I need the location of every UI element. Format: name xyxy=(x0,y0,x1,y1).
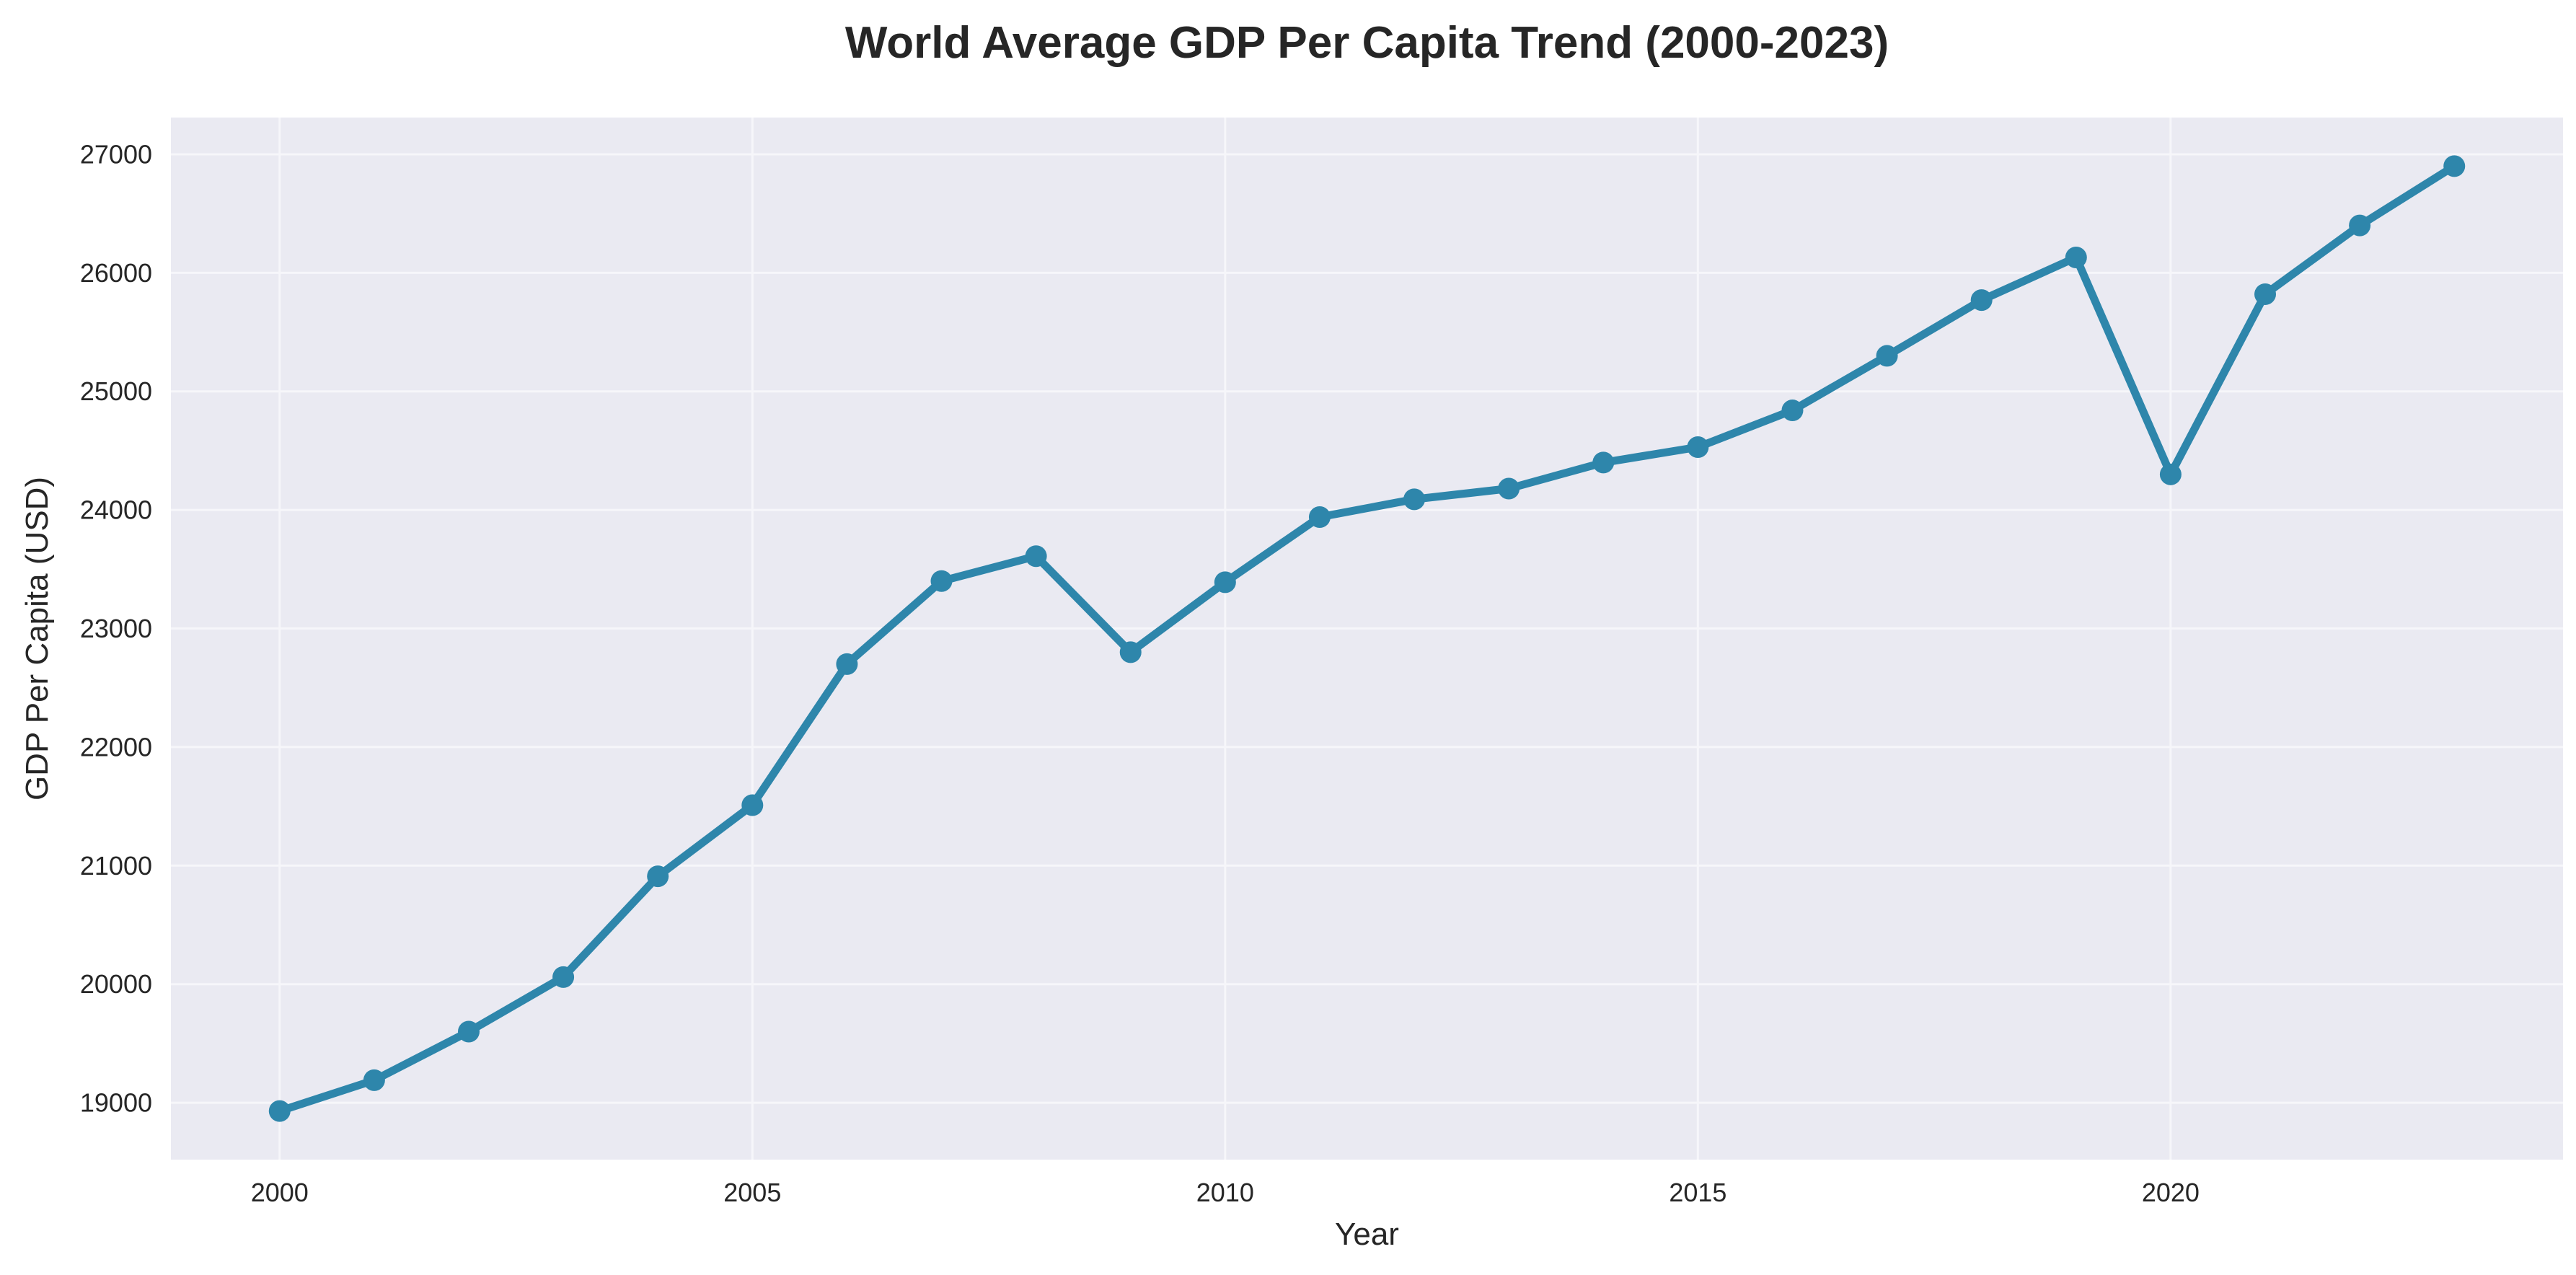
x-axis-ticks: 2000 2005 2010 2015 2020 xyxy=(251,1178,2200,1207)
y-tick-label: 25000 xyxy=(80,376,152,406)
data-point xyxy=(741,794,764,816)
plot-area xyxy=(171,118,2563,1160)
data-point xyxy=(2443,155,2466,177)
y-tick-label: 19000 xyxy=(80,1088,152,1118)
data-point xyxy=(2065,246,2087,268)
data-point xyxy=(363,1069,385,1091)
data-point xyxy=(1781,400,1804,422)
y-tick-label: 26000 xyxy=(80,258,152,288)
data-point xyxy=(2349,214,2371,237)
y-tick-label: 23000 xyxy=(80,614,152,643)
data-point xyxy=(457,1020,480,1043)
y-tick-label: 21000 xyxy=(80,851,152,881)
y-axis-title: GDP Per Capita (USD) xyxy=(19,477,55,800)
data-point xyxy=(1592,451,1615,474)
data-point xyxy=(1403,488,1426,511)
x-tick-label: 2000 xyxy=(251,1178,309,1207)
series-line xyxy=(275,162,2458,1116)
x-tick-label: 2010 xyxy=(1196,1178,1254,1207)
data-point xyxy=(930,570,953,592)
data-point xyxy=(2159,463,2182,485)
x-tick-label: 2015 xyxy=(1669,1178,1726,1207)
data-point xyxy=(1214,571,1236,594)
x-tick-label: 2005 xyxy=(723,1178,781,1207)
x-tick-label: 2020 xyxy=(2142,1178,2200,1207)
data-point xyxy=(552,966,575,988)
series-layer xyxy=(275,162,2458,1116)
data-point xyxy=(1876,345,1898,367)
data-point xyxy=(1025,545,1047,568)
y-tick-label: 20000 xyxy=(80,969,152,999)
y-tick-label: 27000 xyxy=(80,139,152,169)
data-point xyxy=(1970,289,1993,312)
x-axis-title: Year xyxy=(1335,1217,1399,1252)
data-points xyxy=(268,155,2466,1122)
data-point xyxy=(836,653,858,675)
data-point xyxy=(1687,436,1709,459)
y-tick-label: 22000 xyxy=(80,732,152,762)
data-point xyxy=(1119,641,1142,663)
data-point xyxy=(647,865,669,888)
data-point xyxy=(268,1100,291,1122)
data-point xyxy=(2254,283,2277,305)
y-tick-label: 24000 xyxy=(80,495,152,525)
data-point xyxy=(1498,477,1520,500)
chart-title: World Average GDP Per Capita Trend (2000… xyxy=(845,18,1889,68)
data-point xyxy=(1308,506,1331,528)
y-axis-ticks: 19000 20000 21000 22000 23000 24000 25000 26000… xyxy=(80,139,152,1117)
